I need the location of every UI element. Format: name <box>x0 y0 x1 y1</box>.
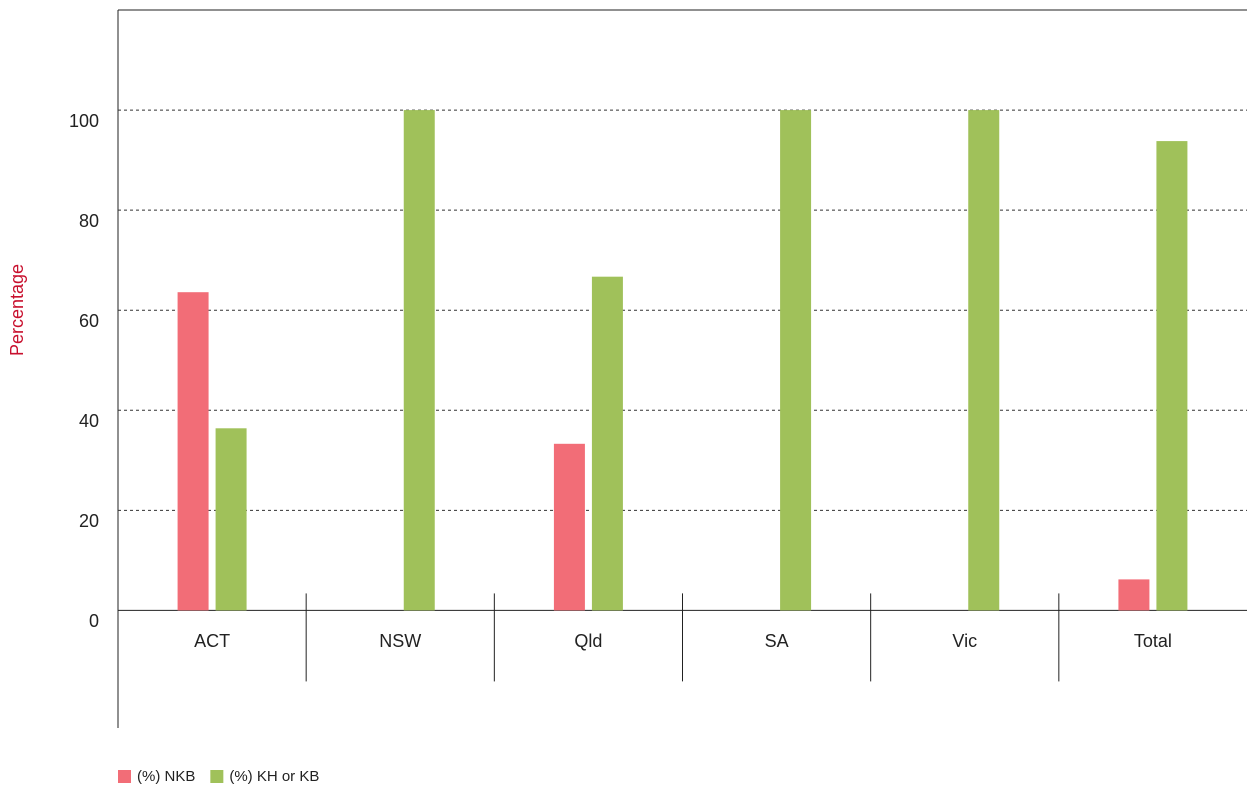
y-tick-label: 20 <box>79 511 99 531</box>
bar <box>1118 579 1150 611</box>
bar <box>553 443 585 611</box>
x-tick-label: Vic <box>952 631 977 651</box>
bar <box>780 110 812 611</box>
bar <box>215 428 247 611</box>
x-tick-label: NSW <box>379 631 421 651</box>
y-tick-label: 100 <box>69 111 99 131</box>
x-tick-label: Total <box>1134 631 1172 651</box>
x-tick-label: SA <box>765 631 789 651</box>
x-tick-label: ACT <box>194 631 230 651</box>
bar <box>403 110 435 611</box>
y-axis-label: Percentage <box>7 264 27 356</box>
y-tick-label: 60 <box>79 311 99 331</box>
legend-text: (%) KH or KB <box>229 768 319 785</box>
y-tick-label: 0 <box>89 611 99 631</box>
bar <box>591 276 623 611</box>
y-tick-label: 80 <box>79 211 99 231</box>
bar <box>1156 141 1188 611</box>
x-tick-label: Qld <box>574 631 602 651</box>
legend-swatch <box>118 770 131 783</box>
legend-text: (%) NKB <box>137 768 195 785</box>
bar <box>177 292 209 611</box>
bar <box>968 110 1000 611</box>
legend-swatch <box>210 770 224 783</box>
y-tick-label: 40 <box>79 411 99 431</box>
